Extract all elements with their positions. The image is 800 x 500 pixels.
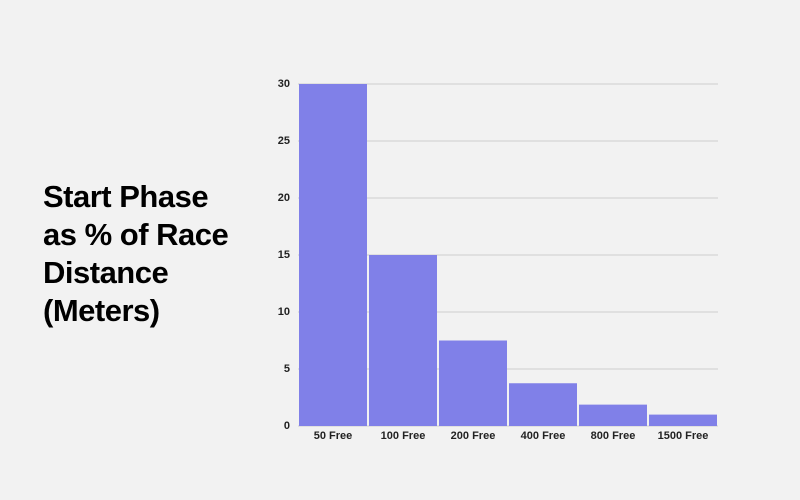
bar	[299, 84, 367, 426]
y-tick-label: 5	[284, 363, 290, 375]
y-tick-label: 25	[278, 135, 290, 147]
bar	[509, 383, 577, 426]
bar	[579, 404, 647, 426]
x-tick-label: 1500 Free	[658, 430, 709, 442]
x-tick-label: 400 Free	[521, 430, 566, 442]
y-tick-label: 15	[278, 249, 290, 261]
y-tick-label: 20	[278, 192, 290, 204]
bar	[649, 414, 717, 426]
x-tick-label: 100 Free	[381, 430, 426, 442]
bar	[439, 340, 507, 426]
chart-title: Start Phase as % of Race Distance (Meter…	[43, 179, 229, 328]
x-tick-label: 200 Free	[451, 430, 496, 442]
y-tick-label: 10	[278, 306, 290, 318]
x-tick-label: 800 Free	[591, 430, 636, 442]
x-tick-label: 50 Free	[314, 430, 353, 442]
y-tick-label: 0	[284, 420, 290, 432]
bar	[369, 255, 437, 426]
y-tick-label: 30	[278, 78, 290, 90]
